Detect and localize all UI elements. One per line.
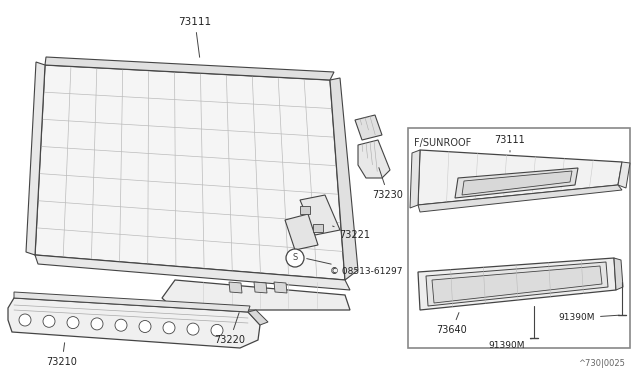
Text: F/SUNROOF: F/SUNROOF <box>414 138 471 148</box>
Polygon shape <box>26 62 45 255</box>
Circle shape <box>139 321 151 333</box>
Circle shape <box>19 314 31 326</box>
Polygon shape <box>432 266 602 303</box>
Polygon shape <box>455 168 578 198</box>
Text: 73220: 73220 <box>214 312 246 345</box>
Text: © 08513-61297: © 08513-61297 <box>307 259 403 276</box>
Text: 73230: 73230 <box>372 168 403 200</box>
Polygon shape <box>355 115 382 140</box>
Polygon shape <box>14 292 250 312</box>
Polygon shape <box>462 171 572 195</box>
Text: 73221: 73221 <box>333 226 371 240</box>
Text: 91390M: 91390M <box>559 314 620 323</box>
Polygon shape <box>618 162 630 188</box>
Polygon shape <box>418 150 622 205</box>
Polygon shape <box>45 57 334 80</box>
Polygon shape <box>274 282 287 293</box>
Polygon shape <box>35 65 345 280</box>
Polygon shape <box>254 282 267 293</box>
Text: 73111: 73111 <box>179 17 212 57</box>
Text: 91390M: 91390M <box>489 339 531 350</box>
Polygon shape <box>285 214 318 250</box>
Polygon shape <box>313 224 323 232</box>
Polygon shape <box>418 185 622 212</box>
Polygon shape <box>35 255 350 290</box>
Polygon shape <box>162 280 350 310</box>
Circle shape <box>91 318 103 330</box>
Text: 73111: 73111 <box>495 135 525 152</box>
Circle shape <box>43 315 55 327</box>
Polygon shape <box>300 206 310 214</box>
Text: 73640: 73640 <box>436 312 467 335</box>
Polygon shape <box>358 140 390 178</box>
Polygon shape <box>300 195 340 235</box>
Polygon shape <box>426 262 608 306</box>
Circle shape <box>286 249 304 267</box>
Polygon shape <box>410 150 420 208</box>
Polygon shape <box>614 258 623 290</box>
Polygon shape <box>418 258 616 310</box>
Text: S: S <box>292 253 298 263</box>
Polygon shape <box>330 78 358 280</box>
Text: 73210: 73210 <box>47 343 77 367</box>
Circle shape <box>67 317 79 328</box>
Polygon shape <box>248 310 268 325</box>
Text: ^730|0025: ^730|0025 <box>578 359 625 368</box>
Bar <box>408 128 630 348</box>
Circle shape <box>211 324 223 336</box>
Circle shape <box>163 322 175 334</box>
Polygon shape <box>229 282 242 293</box>
Polygon shape <box>8 298 260 348</box>
Circle shape <box>187 323 199 335</box>
Circle shape <box>115 319 127 331</box>
